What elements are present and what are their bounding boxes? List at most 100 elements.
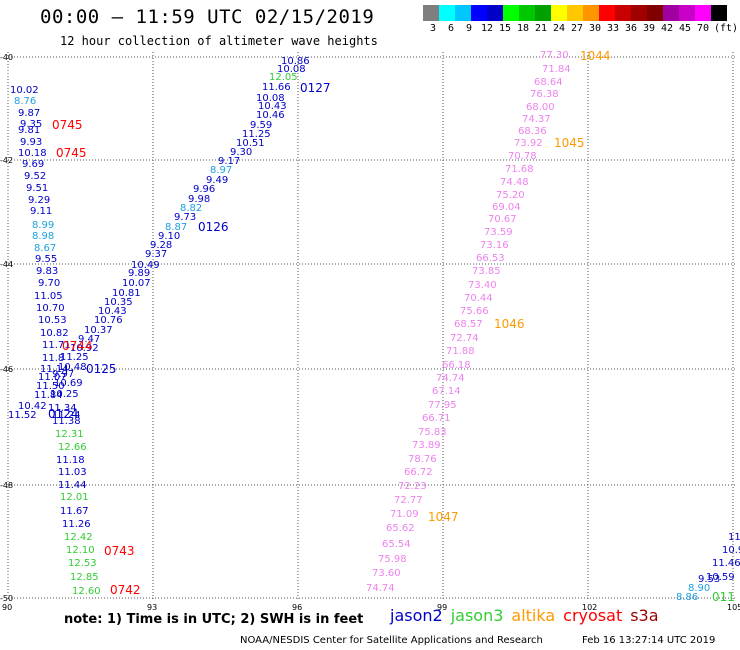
wave-height-value: 74.48 (500, 177, 529, 188)
wave-height-value: 11.44 (58, 480, 87, 491)
wave-height-value: 9.49 (206, 175, 228, 186)
wave-height-value: 10.46 (256, 110, 285, 121)
wave-height-value: 73.59 (484, 227, 513, 238)
color-swatch (487, 5, 503, 21)
wave-height-value: 73.89 (412, 440, 441, 451)
wave-height-value: 9.11 (30, 206, 52, 217)
color-swatch (663, 5, 679, 21)
wave-height-value: 10.51 (236, 138, 265, 149)
axis-ticks: 90 93 96 99 102 105 -40 -42 -44 -46 -48 -50 (0, 53, 740, 612)
wave-height-value: 9.98 (188, 194, 210, 205)
pass-time-label: 1045 (554, 136, 585, 150)
wave-height-value: 72.74 (450, 333, 479, 344)
color-swatch (583, 5, 599, 21)
footnote: note: 1) Time is in UTC; 2) SWH is in fe… (64, 612, 364, 627)
wave-height-value: 77.30 (540, 50, 569, 61)
wave-height-value: 9.70 (38, 278, 60, 289)
lat-tick-label: -46 (0, 365, 13, 374)
wave-height-value: 73.85 (472, 266, 501, 277)
wave-height-value: 73.92 (514, 138, 543, 149)
wave-height-value: 10.86 (281, 56, 310, 67)
color-swatch (599, 5, 615, 21)
pass-time-label: 011 (712, 590, 735, 604)
color-swatch (519, 5, 535, 21)
legend-jason3: jason3 (450, 606, 504, 625)
color-swatch (423, 5, 439, 21)
wave-height-value: 10.18 (18, 148, 47, 159)
pass-time-label: 0745 (52, 118, 83, 132)
wave-height-value: 12.05 (269, 72, 298, 83)
wave-height-value: 10.08 (277, 64, 306, 75)
wave-height-value: 11.03 (58, 467, 87, 478)
color-swatch (503, 5, 519, 21)
wave-height-value: 9.37 (145, 249, 167, 260)
wave-height-value: 73.40 (468, 280, 497, 291)
color-scale-label: 30 (588, 23, 602, 34)
wave-height-value: 10.69 (54, 378, 83, 389)
wave-height-value: 10.76 (94, 315, 123, 326)
wave-height-value: 70.67 (488, 214, 517, 225)
color-swatch (439, 5, 455, 21)
wave-height-value: 71.09 (390, 509, 419, 520)
pass-time-label: 1046 (494, 317, 525, 331)
credit-line: NOAA/NESDIS Center for Satellite Applica… (240, 635, 543, 646)
pass-time-label: 1047 (428, 510, 459, 524)
color-scale-label: 21 (534, 23, 548, 34)
wave-height-value: 9.28 (150, 240, 172, 251)
wave-height-value: 9.89 (128, 268, 150, 279)
wave-height-value: 74.74 (436, 373, 465, 384)
wave-height-value: 73.60 (372, 568, 401, 579)
wave-height-value: 8.98 (32, 231, 54, 242)
color-scale-label: 70 (696, 23, 710, 34)
wave-height-value: 11.38 (52, 416, 81, 427)
wave-height-value: 8.99 (32, 220, 54, 231)
wave-height-value: 75.66 (460, 306, 489, 317)
wave-height-value: 11.66 (262, 82, 291, 93)
color-scale-label: 18 (516, 23, 530, 34)
lat-tick-label: -40 (0, 53, 13, 62)
wave-height-value: 65.54 (382, 539, 411, 550)
wave-height-value: 9.93 (20, 137, 42, 148)
color-swatch (535, 5, 551, 21)
pass-time-label: 0742 (110, 583, 141, 597)
lon-tick-label: 105 (727, 603, 740, 612)
wave-height-value: 10.08 (256, 93, 285, 104)
wave-height-values: 10.028.769.879.359.819.9310.189.699.529.… (8, 50, 740, 603)
pass-time-label: 0743 (104, 544, 135, 558)
wave-height-value: 71.68 (505, 164, 534, 175)
wave-height-value: 66.18 (442, 360, 471, 371)
wave-height-value: 11.18 (56, 455, 85, 466)
lat-tick-label: -44 (0, 260, 13, 269)
wave-height-value: 9.87 (18, 108, 40, 119)
wave-height-value: 8.97 (210, 165, 232, 176)
page-title: 00:00 – 11:59 UTC 02/15/2019 (40, 6, 375, 28)
wave-height-value: 72.77 (394, 495, 423, 506)
wave-height-value: 9.73 (174, 212, 196, 223)
wave-height-value: 11.71 (42, 340, 71, 351)
pass-time-label: 0125 (86, 362, 117, 376)
wave-height-value: 9.97 (52, 369, 74, 380)
wave-height-value: 9.29 (28, 195, 50, 206)
wave-height-value: 78.76 (408, 454, 437, 465)
color-scale-label: 27 (570, 23, 584, 34)
wave-height-value: 10.37 (84, 325, 113, 336)
legend-s3a: s3a (630, 606, 659, 625)
wave-height-value: 11.34 (48, 403, 77, 414)
color-swatch (551, 5, 567, 21)
wave-height-value: 11.84 (34, 390, 63, 401)
wave-height-value: 10.43 (258, 101, 287, 112)
wave-height-value: 11 (728, 532, 740, 543)
wave-height-value: 11.24 (52, 410, 81, 421)
wave-height-value: 12.66 (58, 442, 87, 453)
wave-height-value: 12.31 (55, 429, 84, 440)
wave-height-value: 9.47 (78, 334, 100, 345)
color-swatch (455, 5, 471, 21)
map-grid (7, 52, 735, 600)
wave-height-value: 9.55 (35, 254, 57, 265)
wave-height-value: 9.30 (230, 147, 252, 158)
wave-height-value: 11.25 (60, 352, 89, 363)
wave-height-value: 11.46 (712, 558, 740, 569)
wave-height-value: 11.14 (40, 364, 69, 375)
wave-height-value: 11.07 (38, 372, 67, 383)
wave-height-value: 12.01 (60, 492, 89, 503)
